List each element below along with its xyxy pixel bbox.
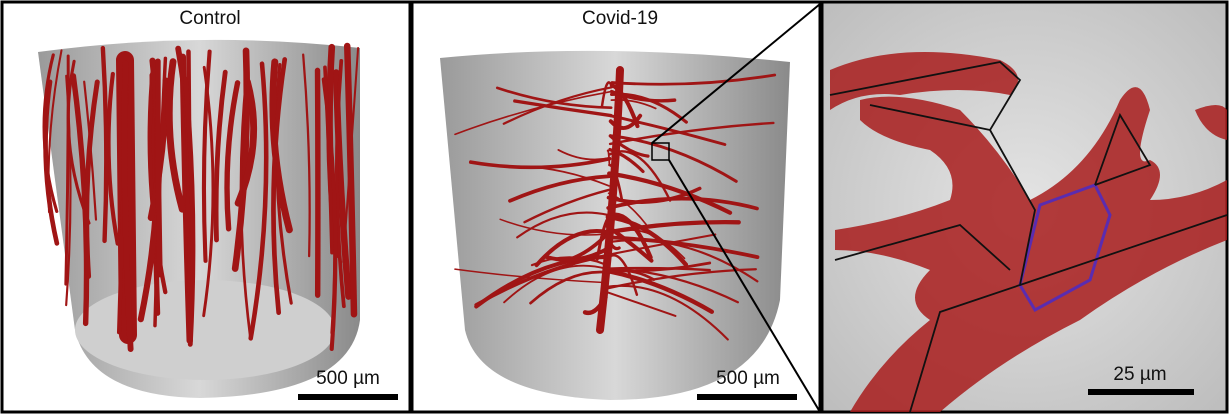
vessel xyxy=(606,196,759,211)
tissue-base xyxy=(75,280,335,380)
zoom-line xyxy=(668,159,821,413)
vessel xyxy=(513,99,613,118)
vessel xyxy=(607,171,733,215)
vessel xyxy=(608,163,624,203)
vessel xyxy=(557,149,611,161)
vessel xyxy=(610,73,777,86)
panel-zoom: 25 µm xyxy=(820,0,1229,414)
vessel xyxy=(605,235,760,260)
vessel xyxy=(530,256,608,267)
panel-label: Control xyxy=(179,8,240,29)
vessel xyxy=(604,290,677,317)
vessel-zoom xyxy=(830,52,1227,412)
vessel xyxy=(271,57,288,315)
vessel xyxy=(517,165,610,187)
vessel xyxy=(610,92,688,124)
vessel xyxy=(607,192,648,226)
vessel xyxy=(604,284,729,341)
vessel xyxy=(605,215,689,267)
scale-bar xyxy=(298,394,398,400)
vessel xyxy=(248,61,269,341)
vessel xyxy=(503,264,608,304)
vessel xyxy=(608,121,775,146)
vessel xyxy=(47,49,63,214)
vessel xyxy=(516,211,610,239)
vessels xyxy=(42,42,360,353)
vessel xyxy=(604,269,656,281)
vessel xyxy=(234,78,258,207)
panel-control: Control 500 µm xyxy=(0,0,412,414)
vessel xyxy=(610,98,657,110)
scale-bar-label: 500 µm xyxy=(716,368,780,389)
vessel xyxy=(499,218,609,236)
zoom-box xyxy=(651,142,670,161)
vessel xyxy=(302,53,311,258)
vessel xyxy=(344,42,358,318)
vessel xyxy=(454,90,613,136)
vessel xyxy=(495,86,613,109)
vessel xyxy=(605,267,739,304)
vessel xyxy=(202,65,215,318)
vessel xyxy=(534,229,610,268)
skeleton xyxy=(829,61,1228,413)
vessel xyxy=(42,53,59,213)
vessel xyxy=(147,77,170,222)
vessel xyxy=(165,58,186,213)
vessel xyxy=(605,233,717,257)
scale-bar xyxy=(1088,389,1194,395)
vessel xyxy=(523,188,610,224)
vessel xyxy=(608,134,650,158)
vessel xyxy=(605,224,654,263)
vessel xyxy=(609,83,640,129)
vessel xyxy=(121,60,134,353)
vessel xyxy=(342,46,360,264)
vessel xyxy=(608,134,738,183)
vessel xyxy=(239,78,252,340)
vessel xyxy=(213,69,228,243)
vessel xyxy=(100,45,109,244)
panel-covid: Covid-19 500 µm xyxy=(410,0,822,414)
vessel xyxy=(155,58,163,278)
vessel xyxy=(84,79,100,279)
vessel xyxy=(508,174,611,203)
vessel xyxy=(604,268,715,314)
vessel xyxy=(224,80,241,232)
vessels xyxy=(454,66,777,341)
scale-bar-label: 25 µm xyxy=(1113,364,1166,385)
vessel xyxy=(65,74,72,307)
vessel xyxy=(582,295,608,316)
scale-bar xyxy=(697,394,797,400)
zoom-line xyxy=(651,3,821,144)
vessel xyxy=(529,270,608,305)
scale-bar-label: 500 µm xyxy=(316,368,380,389)
vessel xyxy=(64,54,70,286)
panel-label: Covid-19 xyxy=(582,8,658,29)
vessel xyxy=(606,149,611,166)
vessel xyxy=(608,147,645,174)
vessel xyxy=(231,47,251,272)
vessel xyxy=(182,76,196,347)
vessel xyxy=(323,65,334,255)
vessel xyxy=(608,113,643,130)
vessel xyxy=(334,58,346,309)
vessel xyxy=(201,49,212,263)
vessel xyxy=(106,71,120,246)
